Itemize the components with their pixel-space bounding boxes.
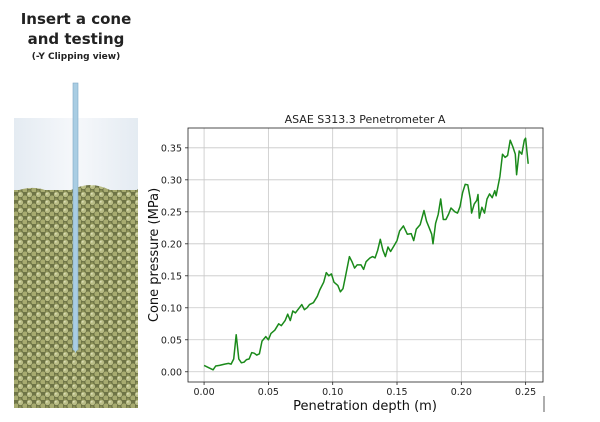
x-tick-label: 0.00: [193, 387, 214, 398]
chart-title: ASAE S313.3 Penetrometer A: [285, 113, 446, 126]
y-tick-label: 0.25: [161, 207, 182, 218]
illustration-title-line1: Insert a cone: [20, 10, 132, 28]
y-tick-label: 0.10: [161, 303, 182, 314]
y-tick-label: 0.35: [161, 143, 182, 154]
plot-frame: [187, 127, 544, 383]
x-tick-label: 0.10: [322, 387, 343, 398]
series-line-cone-pressure: [203, 137, 529, 371]
y-tick-label: 0.30: [161, 175, 182, 186]
illustration-title-line2: and testing: [27, 30, 125, 48]
y-tick-label: 0.15: [161, 271, 182, 282]
illustration-subtitle: (-Y Clipping view): [31, 52, 121, 62]
penetrometer-illustration: [14, 82, 138, 408]
y-tick-label: 0.00: [161, 367, 182, 378]
cone-tip: [73, 348, 78, 353]
x-tick-label: 0.05: [258, 387, 279, 398]
y-tick-label: 0.20: [161, 239, 182, 250]
x-tick-label: 0.25: [515, 387, 536, 398]
x-tick-label: 0.20: [451, 387, 472, 398]
x-axis-label: Penetration depth (m): [293, 399, 437, 414]
y-axis-label: Cone pressure (MPa): [147, 188, 162, 322]
y-tick-label: 0.05: [161, 335, 182, 346]
x-tick-label: 0.15: [386, 387, 407, 398]
